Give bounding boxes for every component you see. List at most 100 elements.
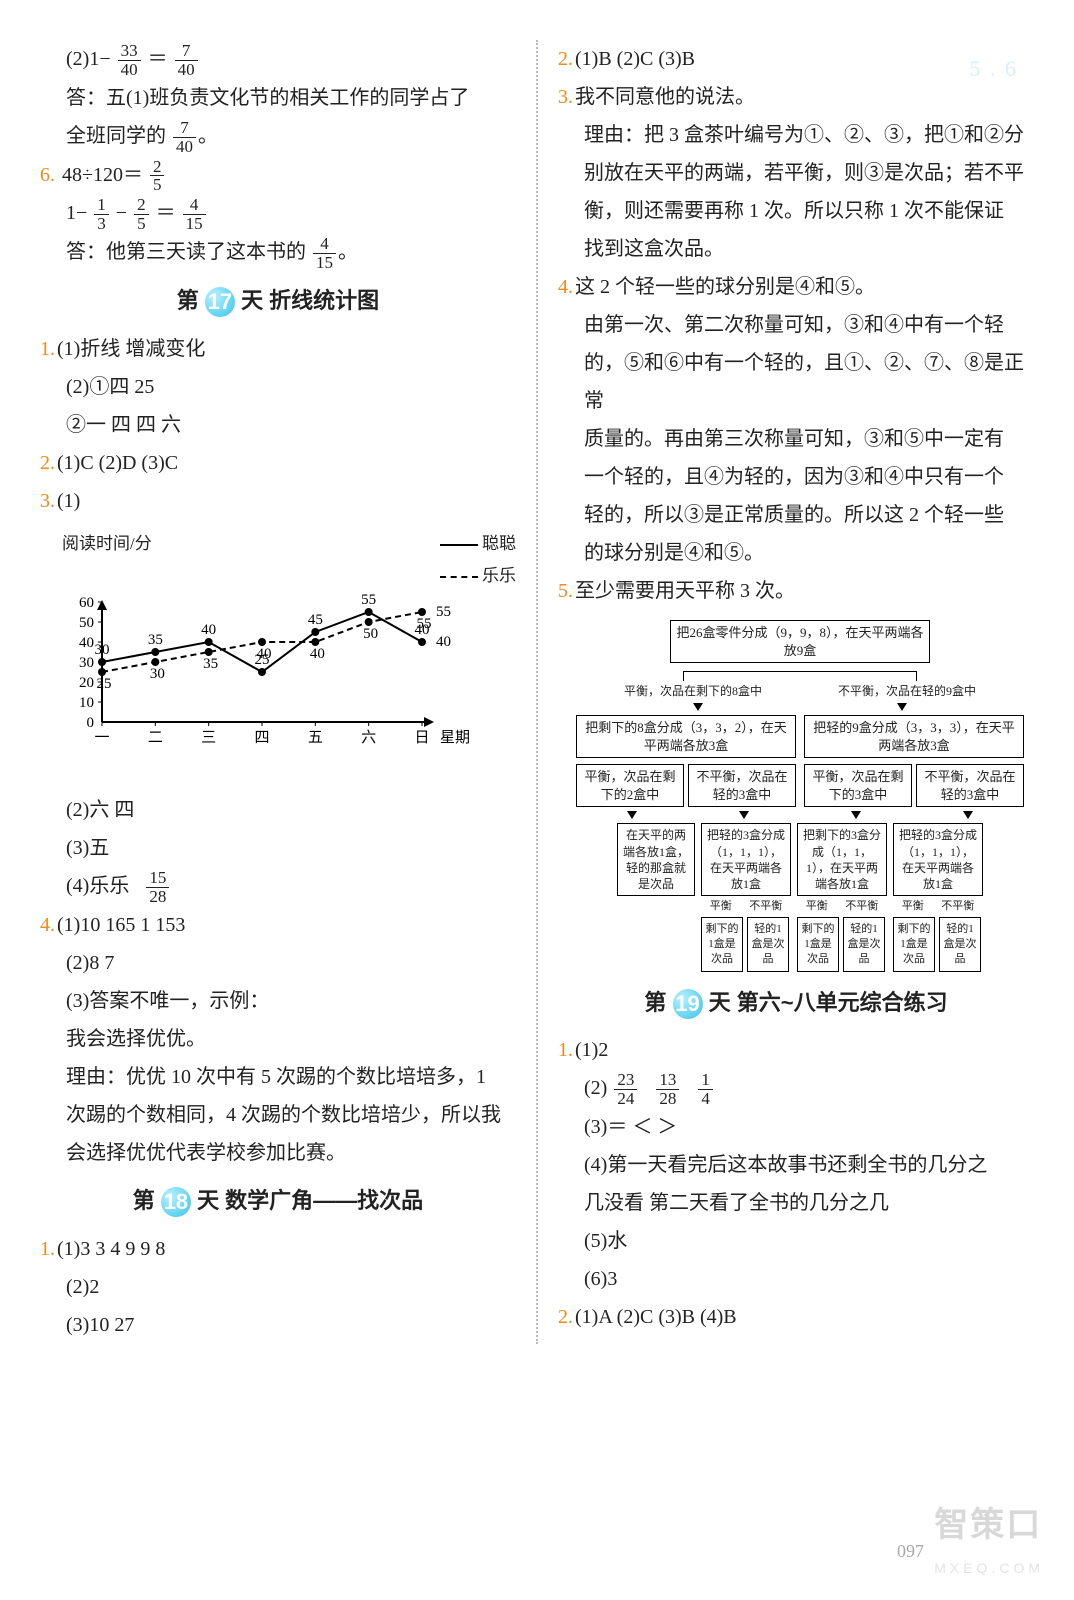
line: (2)①四 25: [40, 368, 516, 406]
qnum-2: 2.: [40, 452, 55, 474]
text: (2): [584, 1077, 607, 1099]
line: 理由：把 3 盒茶叶编号为①、②、③，把①和②分: [558, 116, 1034, 154]
text: (1)2: [575, 1039, 608, 1061]
svg-text:30: 30: [95, 642, 110, 658]
section-18-title: 第 18 天 数学广角——找次品: [40, 1180, 516, 1222]
b1: 1.(1)3 3 4 9 9 8: [40, 1230, 516, 1268]
wm-sub: MXEQ.COM: [934, 1555, 1044, 1582]
svg-text:五: 五: [308, 730, 323, 746]
qnum-6: 6.: [40, 164, 55, 186]
q6: 6. 48÷120＝ 25: [40, 156, 516, 195]
svg-text:30: 30: [150, 666, 165, 682]
text: (1)A (2)C (3)B (4)B: [575, 1306, 737, 1328]
flow-top: 把26盒零件分成（9，9，8），在天平两端各放9盒: [670, 620, 930, 663]
line: 几没看 第二天看了全书的几分之几: [558, 1184, 1034, 1222]
line: 质量的。再由第三次称量可知，③和⑤中一定有: [558, 420, 1034, 458]
watermark-bottom: 智策口 MXEQ.COM: [934, 1493, 1044, 1582]
line: (3)五: [40, 829, 516, 867]
leaf: 剩下的1盒是次品: [893, 917, 935, 972]
s1-2: (2) 2324 1328 14: [558, 1069, 1034, 1108]
chart-svg: 0102030405060一二三四五六日星期303540254555402530…: [62, 592, 482, 772]
flowchart: 把26盒零件分成（9，9，8），在天平两端各放9盒 平衡，次品在剩下的8盒中 不…: [566, 620, 1034, 972]
day-badge-17: 17: [205, 287, 235, 317]
text: 我不同意他的说法。: [575, 86, 755, 108]
arrow-icon: [963, 811, 973, 819]
frac-7-40: 740: [175, 42, 198, 79]
flow-e4: 把轻的3盒分成（1，1，1），在天平两端各放1盒: [893, 823, 983, 896]
line: 次踢的个数相同，4 次踢的个数比培培少，所以我: [40, 1096, 516, 1134]
page-number: 097: [897, 1534, 924, 1568]
svg-text:六: 六: [361, 729, 376, 746]
text: (1)10 165 1 153: [57, 914, 185, 936]
line: (4)第一天看完后这本故事书还剩全书的几分之: [558, 1146, 1034, 1184]
flow-d1: 平衡，次品在剩下的2盒中: [576, 764, 684, 807]
arrow-icon: [627, 811, 637, 819]
text: (4)乐乐: [66, 875, 129, 897]
svg-text:星期: 星期: [440, 729, 470, 746]
line: (5)水: [558, 1222, 1034, 1260]
label-ping: 平衡: [902, 899, 924, 914]
frac-15-28: 1528: [146, 869, 169, 906]
flow-b2: 不平衡，次品在轻的9盒中: [838, 683, 976, 699]
flow-e3: 把剩下的3盒分成（1，1，1），在天平两端各放1盒: [797, 823, 887, 896]
flow-b1: 平衡，次品在剩下的8盒中: [624, 683, 762, 699]
svg-text:35: 35: [148, 632, 163, 648]
arrow-icon: [897, 703, 907, 711]
leaf: 剩下的1盒是次品: [701, 917, 743, 972]
line: 的球分别是④和⑤。: [558, 534, 1034, 572]
line: 的，⑤和⑥中有一个轻的，且①、②、⑦、⑧是正常: [558, 344, 1034, 420]
r5: 5.至少需要用天平称 3 次。: [558, 572, 1034, 610]
text: (1): [57, 490, 80, 512]
line-2-1: (2)1− 3340 ＝ 740: [40, 40, 516, 79]
r2: 2.(1)B (2)C (3)B: [558, 40, 1034, 78]
svg-text:40: 40: [201, 622, 216, 638]
flow-d2: 不平衡，次品在轻的3盒中: [688, 764, 796, 807]
text: (1)B (2)C (3)B: [575, 48, 695, 70]
arrow-icon: [739, 811, 749, 819]
legend-2: 乐乐: [482, 566, 516, 585]
svg-text:55: 55: [417, 616, 432, 632]
legend-1: 聪聪: [482, 534, 516, 553]
flow-d3: 平衡，次品在剩下的3盒中: [804, 764, 912, 807]
svg-text:55: 55: [361, 592, 376, 608]
label-bu: 不平衡: [749, 899, 782, 914]
line: 答：五(1)班负责文化节的相关工作的同学占了: [40, 79, 516, 117]
wm-main: 智策口: [934, 1506, 1042, 1544]
line: 找到这盒次品。: [558, 230, 1034, 268]
label-ping: 平衡: [710, 899, 732, 914]
flow-e2: 把轻的3盒分成（1，1，1），在天平两端各放1盒: [701, 823, 791, 896]
line: (6)3: [558, 1260, 1034, 1298]
section-17-title: 第 17 天 折线统计图: [40, 280, 516, 322]
line: (3)＝ ＜ ＞: [558, 1108, 1034, 1146]
svg-text:40: 40: [436, 634, 451, 650]
leaf: 轻的1盒是次品: [843, 917, 885, 972]
line: (2)六 四: [40, 791, 516, 829]
line: ②一 四 四 六: [40, 406, 516, 444]
svg-text:25: 25: [97, 676, 112, 692]
r4: 4.这 2 个轻一些的球分别是④和⑤。: [558, 268, 1034, 306]
svg-text:60: 60: [79, 595, 94, 611]
line-3-4: (4)乐乐 1528: [40, 867, 516, 906]
left-column: (2)1− 3340 ＝ 740 答：五(1)班负责文化节的相关工作的同学占了 …: [40, 40, 516, 1344]
q2: 2.(1)C (2)D (3)C: [40, 444, 516, 482]
q4: 4.(1)10 165 1 153: [40, 906, 516, 944]
line: (2)2: [40, 1268, 516, 1306]
text: 1−: [66, 202, 87, 224]
text: (1)3 3 4 9 9 8: [57, 1238, 165, 1260]
svg-text:二: 二: [148, 730, 163, 746]
qnum-5: 5.: [558, 580, 573, 602]
frac-1-4: 14: [698, 1071, 713, 1108]
svg-text:10: 10: [79, 695, 94, 711]
frac-1-3: 13: [94, 196, 109, 233]
line: 全班同学的 740。: [40, 117, 516, 156]
flow-c2: 把轻的9盒分成（3，3，3），在天平两端各放3盒: [804, 715, 1024, 758]
leaf: 轻的1盒是次品: [939, 917, 981, 972]
flow-e1: 在天平的两端各放1盒，轻的那盒就是次品: [617, 823, 695, 896]
day-badge-18: 18: [161, 1187, 191, 1217]
ylabel: 阅读时间/分: [62, 528, 152, 560]
svg-text:50: 50: [363, 626, 378, 642]
svg-text:40: 40: [310, 646, 325, 662]
right-column: 2.(1)B (2)C (3)B 3.我不同意他的说法。 理由：把 3 盒茶叶编…: [558, 40, 1034, 1344]
q1: 1.(1)折线 增减变化: [40, 330, 516, 368]
line: 1− 13 − 25 ＝ 415: [40, 194, 516, 233]
